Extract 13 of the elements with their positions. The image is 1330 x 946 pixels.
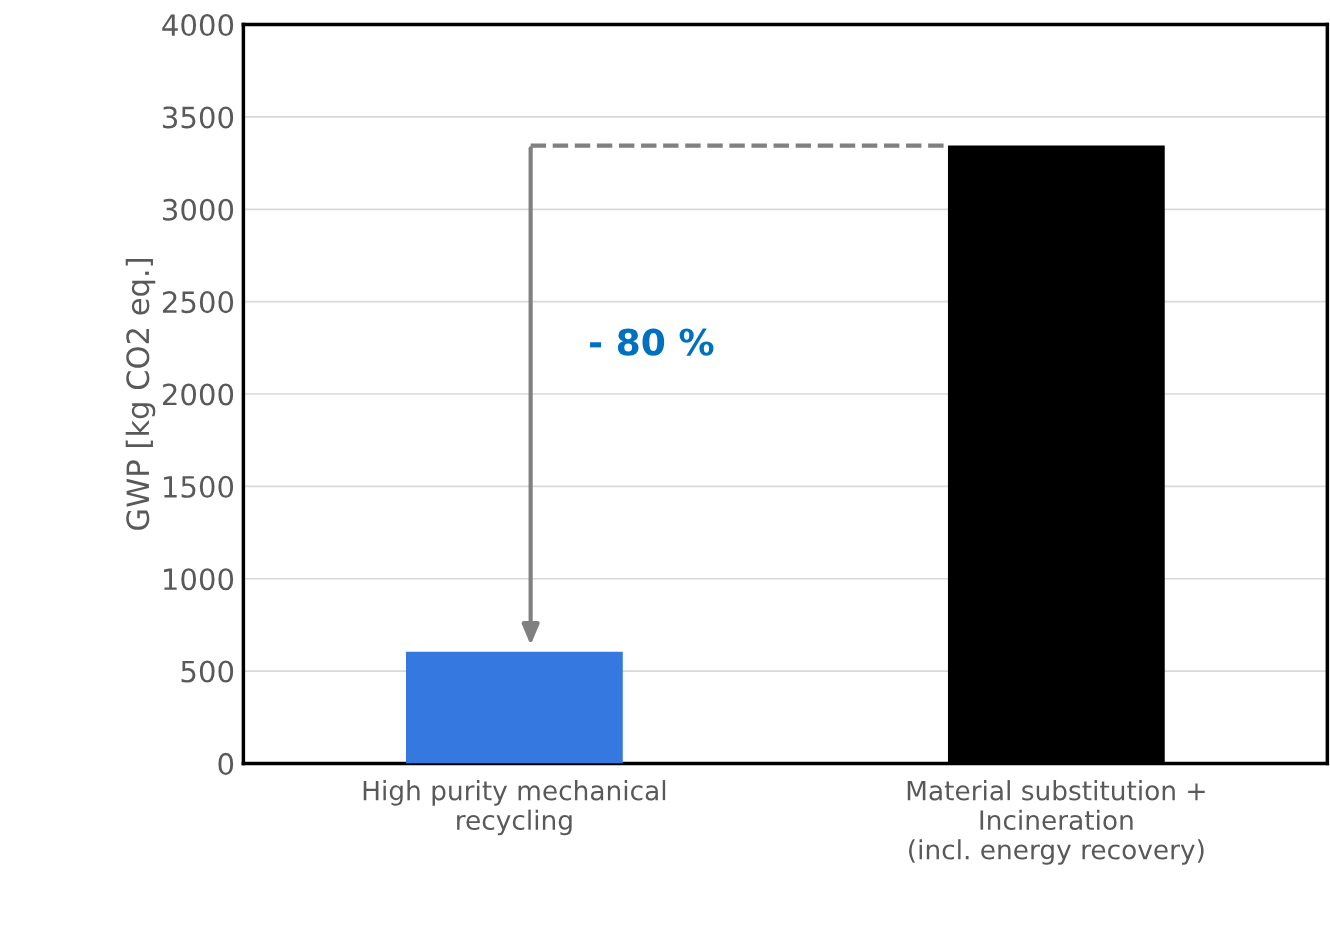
y-tick-label: 1000 bbox=[164, 568, 234, 591]
y-tick-label: 2500 bbox=[162, 291, 234, 314]
y-tick-label: 500 bbox=[181, 660, 234, 683]
x-tick-label: High purity mechanical recycling bbox=[363, 780, 666, 836]
y-tick-label: 2000 bbox=[162, 383, 234, 406]
y-tick-label: 3500 bbox=[163, 106, 234, 129]
y-tick-label: 0 bbox=[218, 752, 234, 775]
y-tick-label: 1500 bbox=[164, 475, 234, 498]
y-axis-title: GWP [kg CO2 eq.] bbox=[125, 259, 156, 530]
y-tick-label: 3000 bbox=[163, 198, 234, 221]
x-tick-label: Material substitution + Incineration (incl. energy recovery) bbox=[907, 780, 1205, 865]
annotation: - 80 % bbox=[590, 328, 714, 356]
y-tick-label: 4000 bbox=[162, 14, 234, 37]
